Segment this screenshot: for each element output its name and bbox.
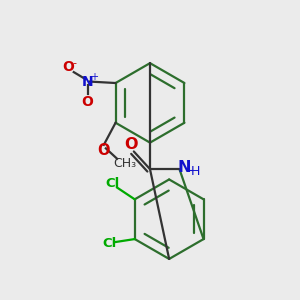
Text: Cl: Cl (106, 177, 120, 190)
Text: H: H (191, 165, 200, 178)
Text: +: + (90, 71, 98, 82)
Text: O: O (62, 60, 74, 74)
Text: O: O (97, 143, 110, 158)
Text: Cl: Cl (103, 237, 117, 250)
Text: CH₃: CH₃ (114, 157, 137, 170)
Text: -: - (73, 58, 77, 68)
Text: O: O (82, 95, 94, 109)
Text: N: N (82, 74, 93, 88)
Text: N: N (178, 160, 191, 175)
Text: O: O (124, 137, 138, 152)
